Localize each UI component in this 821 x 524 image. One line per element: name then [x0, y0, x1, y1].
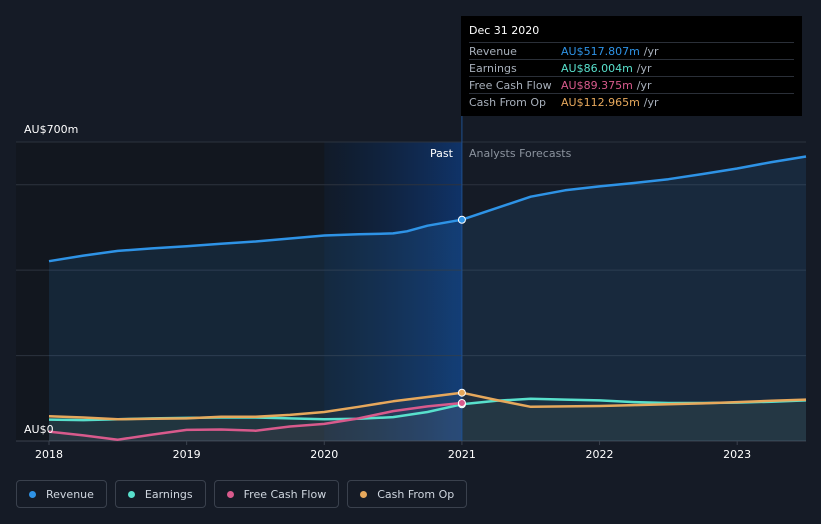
tooltip-value: AU$112.965m [561, 95, 640, 109]
legend-label: Free Cash Flow [243, 487, 327, 501]
series-line-free-cash-flow [48, 401, 463, 441]
x-tick-2022: 2022 [585, 448, 614, 461]
x-tick-2019: 2019 [172, 448, 201, 461]
highlight-band [324, 142, 462, 441]
legend-dot-icon [360, 490, 368, 498]
tooltip-row: Earnings AU$86.004m/yr [469, 59, 794, 76]
legend-item-free-cash-flow[interactable]: Free Cash Flow [213, 480, 340, 508]
legend-label: Revenue [46, 487, 94, 501]
series-line-revenue [48, 155, 807, 263]
x-tick-2018: 2018 [35, 448, 63, 461]
legend-item-revenue[interactable]: Revenue [16, 480, 107, 508]
past-label: Past [430, 147, 453, 160]
tooltip-unit: /yr [636, 61, 652, 75]
series-line-cash-from-op [48, 391, 807, 421]
x-tick-2023: 2023 [723, 448, 752, 461]
tooltip-row: Cash From Op AU$112.965m/yr [469, 93, 794, 110]
tooltip-label: Cash From Op [469, 95, 547, 109]
legend-label: Earnings [144, 487, 193, 501]
y-axis-max-label: AU$700m [24, 123, 79, 136]
x-tick-2021: 2021 [447, 448, 476, 461]
legend: Revenue Earnings Free Cash Flow Cash From O… [16, 480, 468, 508]
tooltip-unit: /yr [643, 44, 659, 58]
legend-dot-icon [226, 490, 234, 498]
tooltip: Dec 31 2020 Revenue AU$517.807m/yr Earning… [461, 16, 802, 116]
legend-dot-icon [127, 490, 135, 498]
tooltip-row: Revenue AU$517.807m/yr [469, 42, 794, 59]
tooltip-date: Dec 31 2020 [469, 24, 540, 37]
marker-free-cash-flow [457, 398, 466, 407]
series-area-revenue [49, 156, 806, 441]
legend-dot-icon [29, 490, 36, 498]
tooltip-label: Revenue [469, 44, 517, 58]
legend-item-cash-from-op[interactable]: Cash From Op [347, 480, 468, 508]
legend-item-earnings[interactable]: Earnings [114, 480, 206, 508]
y-axis-min-label: AU$0 [24, 423, 54, 436]
series-area-free-cash-flow [49, 403, 462, 441]
tooltip-row: Free Cash Flow AU$89.375m/yr [469, 76, 794, 93]
tooltip-value: AU$89.375m [561, 78, 633, 92]
tooltip-value: AU$517.807m [561, 44, 640, 58]
tooltip-label: Earnings [469, 61, 517, 75]
tooltip-value: AU$86.004m [561, 61, 633, 75]
legend-label: Cash From Op [377, 487, 455, 501]
tooltip-label: Free Cash Flow [469, 78, 552, 92]
x-tick-2020: 2020 [310, 448, 339, 461]
marker-revenue [457, 215, 466, 224]
forecast-label: Analysts Forecasts [469, 147, 572, 160]
tooltip-unit: /yr [636, 78, 652, 92]
tooltip-unit: /yr [643, 95, 659, 109]
marker-cash-from-op [457, 388, 466, 397]
